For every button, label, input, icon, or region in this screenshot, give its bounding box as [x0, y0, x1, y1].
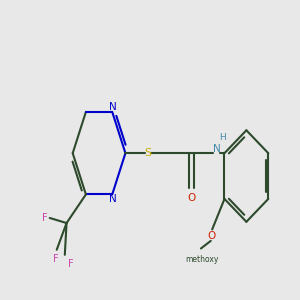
Text: H: H — [219, 133, 226, 142]
Text: S: S — [144, 148, 152, 158]
Text: F: F — [42, 213, 48, 223]
Text: F: F — [68, 259, 74, 269]
Text: O: O — [207, 231, 216, 241]
Text: O: O — [188, 193, 196, 203]
Text: N: N — [110, 103, 117, 112]
Text: F: F — [53, 254, 58, 264]
Text: methoxy: methoxy — [185, 255, 218, 264]
Text: N: N — [213, 144, 220, 154]
Text: N: N — [110, 194, 117, 204]
